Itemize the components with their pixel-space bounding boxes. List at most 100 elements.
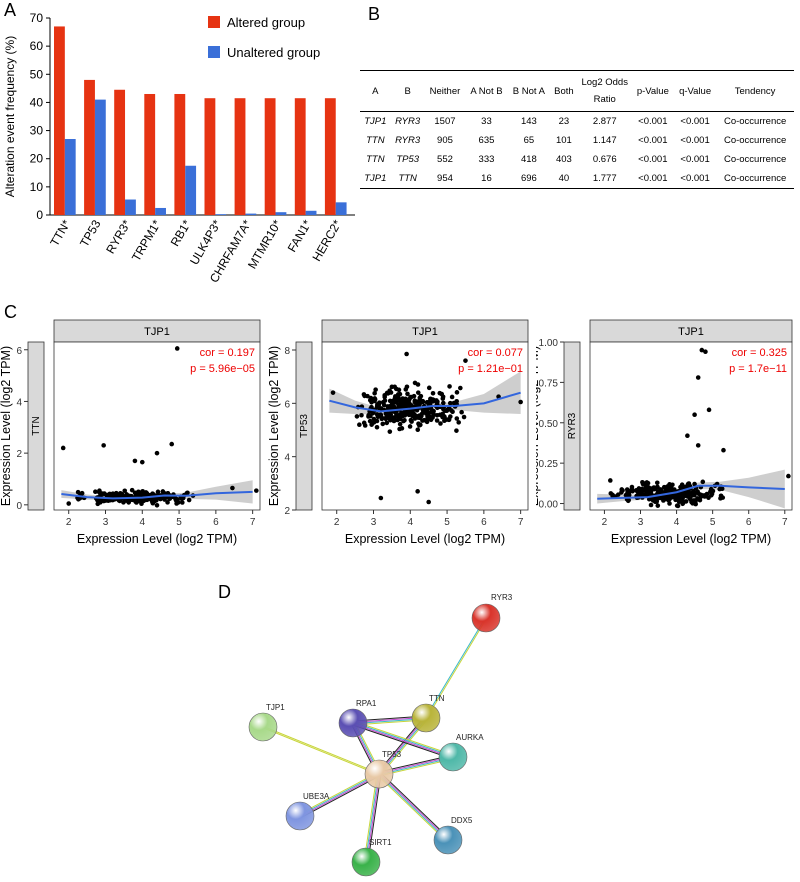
scatter-plot-tp53: TJP1 TP53 cor = 0.077 p = 1.21e−01 2 3 4 5 6 7 2 4 6… [268,319,529,546]
data-point [644,488,649,494]
x-tick-label: 3 [638,517,644,528]
data-point [456,420,461,425]
data-point [680,492,685,497]
data-point [648,502,654,508]
data-point [459,409,464,415]
y-tick-label: 8 [284,346,290,357]
table-header: A Not B [465,70,508,112]
data-point [654,499,659,504]
data-point [361,392,367,397]
data-point [610,492,615,498]
y-tick-label: 4 [16,397,22,408]
y-tick-label: 6 [16,346,22,357]
table-header: p-Value [631,70,674,112]
y-tick-label: 0.25 [539,459,559,470]
data-point [447,384,452,389]
y-axis-title: Expression Level (log2 TPM) [0,346,13,506]
x-tick-label: RYR3* [103,217,134,256]
data-point [424,419,430,425]
data-point [383,415,388,421]
data-point [383,411,389,417]
data-point [378,412,384,418]
scatter-points [330,351,523,505]
table-cell: Co-occurrence [723,154,787,165]
bar-altered [324,98,336,215]
table-cell: 101 [555,135,572,146]
x-tick-label: 5 [176,517,182,528]
data-point [640,487,646,493]
data-point [454,390,460,395]
table-cell: Co-occurrence [716,169,794,189]
table-cell: 0.676 [592,154,617,165]
data-point [454,428,459,433]
y-tick-label: 20 [30,152,44,166]
table-row: TJP1 TTN 954 16 696 40 1.777 <0.001 <0.0… [360,169,794,189]
table-row: TJP1 RYR3 1507 33 143 23 2.877 <0.001 <0… [360,112,794,132]
data-point [692,412,697,417]
data-point [695,375,701,380]
data-point [434,418,440,423]
y-tick-label: 60 [30,39,44,53]
table-cell: Co-occurrence [723,135,787,146]
data-point [367,418,373,424]
data-point [373,387,378,392]
data-point [387,398,393,404]
data-point [675,503,681,509]
cor-label: cor = 0.077 [468,347,523,359]
table-header: Both [550,70,578,112]
network-node-ddx5 [433,825,463,855]
data-point [154,502,160,508]
network-edge [352,723,453,759]
bar-altered [294,98,306,215]
data-point [154,450,160,456]
x-tick-label: FAN1* [285,217,315,254]
bar-unaltered [155,207,166,215]
regression-line [61,490,253,500]
data-point [397,412,403,417]
data-point [415,489,420,494]
data-point [426,385,432,391]
network-node-ryr3 [471,603,501,633]
data-point [368,395,374,401]
network-edge [299,772,379,816]
data-point [186,497,192,503]
protein-network: RYR3 TTN RPA1 TJP1 AURKA TP53 UBE3A DDX5 SIRT1 [248,593,513,877]
data-point [629,487,634,493]
x-tick-label: 7 [250,517,256,528]
data-point [423,407,429,412]
x-tick-label: 6 [481,517,487,528]
data-point [649,487,655,492]
regression-line [329,391,521,413]
network-node-tp53 [364,759,394,789]
y-tick-label: 10 [30,180,44,194]
bar-altered [204,98,216,215]
network-edge [300,774,380,818]
data-point [679,485,684,490]
table-cell: 23 [558,116,570,127]
data-point [165,500,170,505]
data-point [461,414,467,420]
data-point [644,480,650,485]
facet-strip-label: TJP1 [678,326,704,338]
data-point [169,441,175,447]
data-point [387,429,393,434]
table-cell: <0.001 [680,135,710,146]
y-axis-title: Alteration event frequency (%) [3,36,17,197]
data-point [374,424,380,430]
network-edge [426,618,487,719]
data-point [399,400,404,405]
network-edge [364,773,379,862]
data-point [418,422,423,428]
data-point [60,445,66,451]
network-node-aurka [438,742,468,772]
x-tick-label: 3 [103,517,109,528]
legend-label: Unaltered group [227,45,320,60]
data-point [649,496,654,502]
plot-area [321,341,529,511]
y-tick-label: 1.00 [539,338,559,349]
legend-label: Altered group [227,15,305,30]
data-point [692,481,697,487]
side-strip-label: TTN [31,416,42,435]
p-value-label: p = 1.21e−01 [458,363,523,375]
y-tick-label: 0 [36,208,43,222]
